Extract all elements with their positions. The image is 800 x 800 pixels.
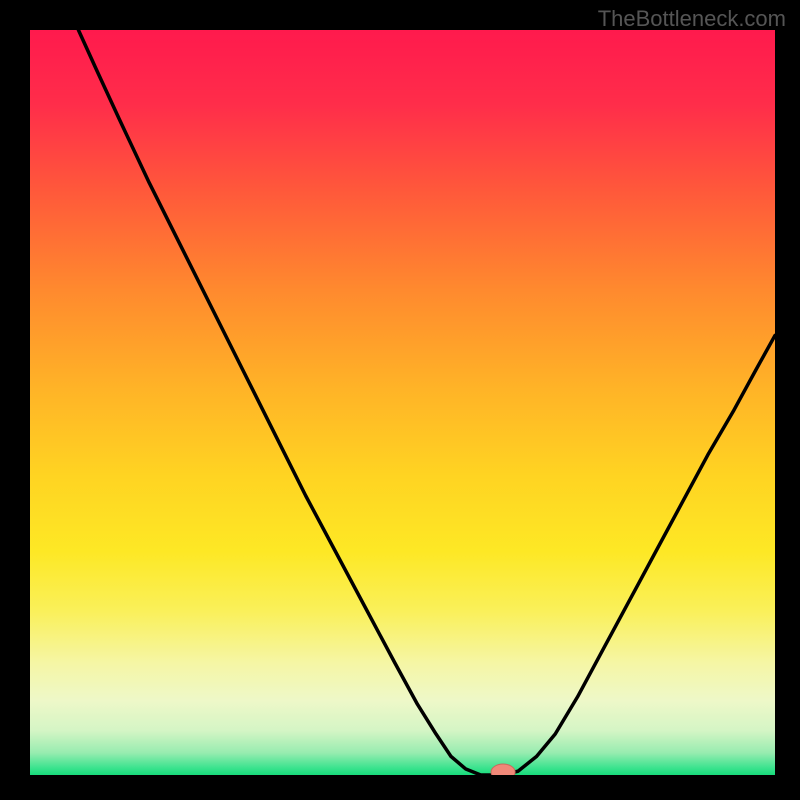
bottleneck-chart: TheBottleneck.com <box>0 0 800 800</box>
gradient-background <box>30 30 775 775</box>
watermark-label: TheBottleneck.com <box>598 6 786 32</box>
chart-svg <box>0 0 800 800</box>
